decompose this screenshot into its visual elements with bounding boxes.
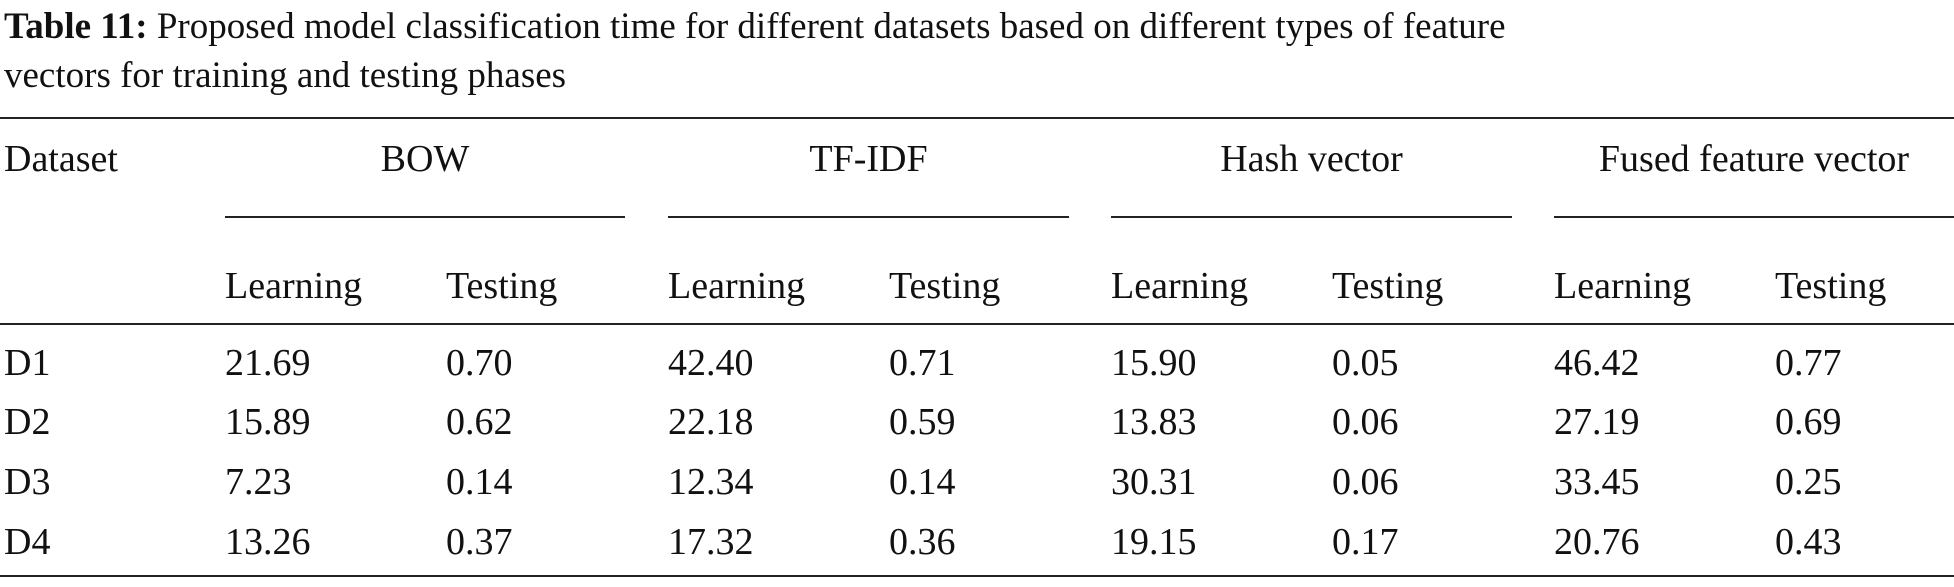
header-rule: [0, 323, 1954, 325]
table-cell: 0.06: [1332, 461, 1399, 503]
subheader-tfidf-testing: Testing: [889, 265, 1001, 307]
table-row-d3-dataset: D3: [4, 461, 51, 503]
table-cell: 0.36: [889, 521, 956, 563]
caption-label: Table 11:: [4, 6, 148, 47]
table-cell: 13.83: [1111, 401, 1197, 443]
table-cell: 19.15: [1111, 521, 1197, 563]
table-cell: 0.06: [1332, 401, 1399, 443]
table-cell: 0.43: [1775, 521, 1842, 563]
table-cell: 7.23: [225, 461, 292, 503]
table-cell: 0.70: [446, 342, 513, 384]
table-cell: 17.32: [668, 521, 754, 563]
group-underline-tfidf: [668, 216, 1069, 218]
table-cell: 13.26: [225, 521, 311, 563]
table-cell: 15.89: [225, 401, 311, 443]
group-header-fused: Fused feature vector: [1598, 138, 1910, 180]
group-underline-bow: [225, 216, 625, 218]
table-cell: 0.37: [446, 521, 513, 563]
subheader-tfidf-learning: Learning: [668, 265, 806, 307]
caption-line-1: Table 11: Proposed model classification …: [4, 2, 1949, 51]
table-cell: 33.45: [1554, 461, 1640, 503]
caption-text-1: Proposed model classification time for d…: [147, 6, 1506, 47]
table-caption: Table 11: Proposed model classification …: [4, 2, 1949, 100]
bottom-rule: [0, 575, 1954, 577]
subheader-hash-learning: Learning: [1111, 265, 1249, 307]
subheader-hash-testing: Testing: [1332, 265, 1444, 307]
table-cell: 0.69: [1775, 401, 1842, 443]
table-cell: 46.42: [1554, 342, 1640, 384]
table-cell: 0.05: [1332, 342, 1399, 384]
table-cell: 12.34: [668, 461, 754, 503]
table-row-d1-dataset: D1: [4, 342, 51, 384]
subheader-bow-testing: Testing: [446, 265, 558, 307]
table-cell: 0.25: [1775, 461, 1842, 503]
table-row-d4-dataset: D4: [4, 521, 51, 563]
group-header-hash: Hash vector: [1220, 138, 1403, 180]
row-header-dataset: Dataset: [4, 138, 118, 180]
subheader-bow-learning: Learning: [225, 265, 363, 307]
table-cell: 0.77: [1775, 342, 1842, 384]
table-cell: 0.17: [1332, 521, 1399, 563]
group-header-bow: BOW: [380, 138, 470, 180]
table-cell: 22.18: [668, 401, 754, 443]
table-cell: 21.69: [225, 342, 311, 384]
group-underline-fused: [1554, 216, 1954, 218]
table-cell: 0.71: [889, 342, 956, 384]
subheader-fused-testing: Testing: [1775, 265, 1887, 307]
table-cell: 0.14: [889, 461, 956, 503]
table-cell: 42.40: [668, 342, 754, 384]
group-underline-hash: [1111, 216, 1512, 218]
table-cell: 0.59: [889, 401, 956, 443]
caption-line-2: vectors for training and testing phases: [4, 55, 567, 96]
table-row-d2-dataset: D2: [4, 401, 51, 443]
table-cell: 15.90: [1111, 342, 1197, 384]
table-cell: 0.62: [446, 401, 513, 443]
table-cell: 30.31: [1111, 461, 1197, 503]
table-cell: 20.76: [1554, 521, 1640, 563]
top-rule: [0, 117, 1954, 119]
group-header-tfidf: TF-IDF: [809, 138, 928, 180]
table-cell: 27.19: [1554, 401, 1640, 443]
table-cell: 0.14: [446, 461, 513, 503]
subheader-fused-learning: Learning: [1554, 265, 1692, 307]
